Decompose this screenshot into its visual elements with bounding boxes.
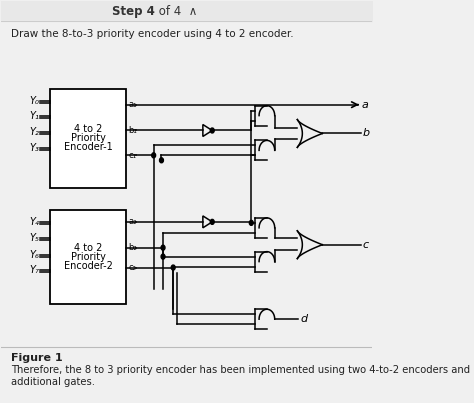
Text: Priority: Priority	[71, 133, 106, 143]
Text: b₁: b₁	[128, 126, 137, 135]
Circle shape	[152, 153, 155, 158]
Text: of 4  ∧: of 4 ∧	[155, 5, 198, 18]
Text: Y₄: Y₄	[29, 217, 39, 227]
Circle shape	[161, 254, 165, 259]
Text: Draw the 8-to-3 priority encoder using 4 to 2 encoder.: Draw the 8-to-3 priority encoder using 4…	[11, 29, 293, 39]
Text: Y₃: Y₃	[29, 143, 39, 154]
Text: Y₆: Y₆	[29, 249, 39, 260]
Text: Y₀: Y₀	[29, 96, 39, 106]
Text: Encoder-1: Encoder-1	[64, 142, 112, 152]
Bar	[50, 89, 127, 188]
Text: c₁: c₁	[128, 151, 137, 160]
Text: Y₂: Y₂	[29, 127, 39, 137]
Circle shape	[171, 265, 175, 270]
Circle shape	[160, 158, 164, 163]
Text: a₂: a₂	[128, 217, 137, 226]
Circle shape	[249, 220, 253, 225]
Circle shape	[210, 219, 214, 224]
Text: Y₁: Y₁	[29, 110, 39, 120]
Text: Step 4: Step 4	[111, 5, 155, 18]
Text: Priority: Priority	[71, 252, 106, 262]
Text: Figure 1: Figure 1	[11, 353, 63, 363]
Text: Therefore, the 8 to 3 priority encoder has been implemented using two 4-to-2 enc: Therefore, the 8 to 3 priority encoder h…	[11, 365, 470, 375]
Text: b₂: b₂	[128, 243, 137, 252]
Text: d: d	[301, 314, 308, 324]
Circle shape	[210, 128, 214, 133]
Text: b: b	[363, 129, 370, 139]
Text: c: c	[363, 240, 369, 250]
Text: additional gates.: additional gates.	[11, 377, 95, 387]
Text: Y₅: Y₅	[29, 233, 39, 243]
Text: c₂: c₂	[128, 263, 137, 272]
Text: 4 to 2: 4 to 2	[74, 125, 102, 135]
Text: Y₇: Y₇	[29, 264, 39, 274]
Text: Encoder-2: Encoder-2	[64, 261, 112, 271]
Text: 4 to 2: 4 to 2	[74, 243, 102, 253]
Text: a₁: a₁	[128, 100, 137, 109]
Circle shape	[161, 245, 165, 250]
Text: a: a	[361, 100, 368, 110]
Bar	[50, 210, 127, 304]
